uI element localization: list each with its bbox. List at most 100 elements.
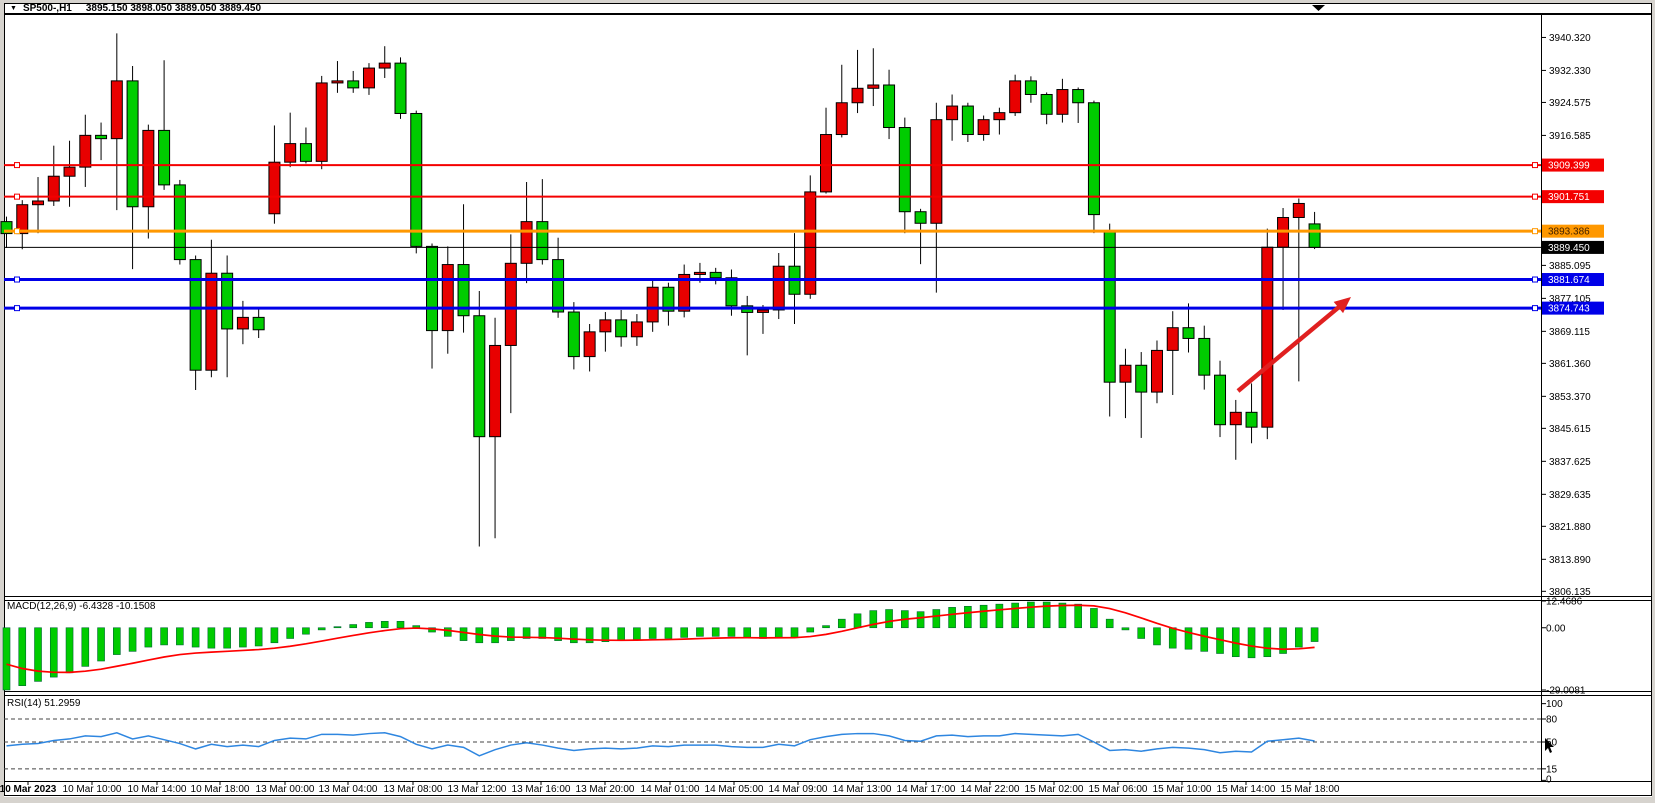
- svg-text:14 Mar 05:00: 14 Mar 05:00: [705, 784, 764, 795]
- candle: [221, 255, 234, 378]
- candle: [646, 280, 659, 332]
- svg-text:0: 0: [1546, 775, 1552, 786]
- main-price-pane[interactable]: [4, 14, 1651, 596]
- candle: [1150, 340, 1163, 404]
- candle: [835, 64, 848, 138]
- svg-text:10 Mar 14:00: 10 Mar 14:00: [128, 784, 187, 795]
- svg-text:3877.105: 3877.105: [1549, 294, 1591, 305]
- rsi-pane[interactable]: [4, 695, 1651, 781]
- candle: [914, 208, 927, 265]
- candle: [930, 102, 943, 293]
- candle: [630, 314, 643, 346]
- candle: [362, 63, 375, 95]
- candle: [1182, 303, 1195, 353]
- price-axis-badges: 3909.399 3901.751 3893.386 3889.450 3881.674…: [1542, 158, 1604, 315]
- candle: [284, 112, 297, 168]
- svg-text:15 Mar 10:00: 15 Mar 10:00: [1153, 784, 1212, 795]
- svg-text:50: 50: [1546, 738, 1558, 749]
- svg-text:3874.743: 3874.743: [1548, 304, 1590, 315]
- candle: [977, 115, 990, 141]
- svg-text:3932.330: 3932.330: [1549, 66, 1591, 77]
- candle: [1040, 92, 1053, 125]
- svg-text:3845.615: 3845.615: [1549, 424, 1591, 435]
- candle: [315, 75, 328, 170]
- svg-text:13 Mar 08:00: 13 Mar 08:00: [384, 784, 443, 795]
- svg-text:3861.360: 3861.360: [1549, 359, 1591, 370]
- candle: [1214, 360, 1227, 438]
- candle: [1087, 100, 1100, 234]
- horizontal-line-objects: [4, 162, 1541, 312]
- candle: [189, 255, 202, 391]
- candle: [536, 179, 549, 265]
- window-frame-top: [0, 0, 1655, 3]
- candle: [1024, 76, 1037, 103]
- svg-text:3821.880: 3821.880: [1549, 522, 1591, 533]
- rsi-line: [6, 732, 1315, 757]
- candle: [16, 200, 29, 250]
- candle: [961, 102, 974, 142]
- arrow-annotation[interactable]: [1236, 297, 1351, 393]
- svg-text:15 Mar 06:00: 15 Mar 06:00: [1089, 784, 1148, 795]
- candle: [504, 234, 517, 414]
- candle: [883, 69, 896, 140]
- candle: [615, 309, 628, 347]
- candle: [1166, 311, 1179, 395]
- candle: [709, 267, 722, 285]
- svg-text:10 Mar 10:00: 10 Mar 10:00: [63, 784, 122, 795]
- candle: [583, 323, 596, 372]
- candle: [1198, 325, 1211, 390]
- candle: [441, 246, 454, 354]
- chart-window-titlebar: ▼ SP500-,H1 3895.150 3898.050 3889.050 3…: [4, 3, 1651, 14]
- candle: [110, 33, 123, 211]
- candle: [173, 179, 186, 265]
- svg-text:13 Mar 04:00: 13 Mar 04:00: [319, 784, 378, 795]
- svg-text:13 Mar 12:00: 13 Mar 12:00: [448, 784, 507, 795]
- candle: [1135, 352, 1148, 438]
- candle: [32, 177, 45, 234]
- candle: [378, 46, 391, 78]
- chart-shift-marker-icon[interactable]: [1312, 5, 1325, 11]
- candle: [867, 48, 880, 107]
- svg-text:15 Mar 18:00: 15 Mar 18:00: [1281, 784, 1340, 795]
- macd-signal-line: [6, 604, 1315, 674]
- candle: [158, 60, 171, 190]
- candle: [79, 114, 92, 187]
- svg-text:3813.890: 3813.890: [1549, 555, 1591, 566]
- candle: [473, 290, 486, 547]
- svg-text:3853.370: 3853.370: [1549, 392, 1591, 403]
- svg-text:10 Mar 2023: 10 Mar 2023: [0, 784, 57, 795]
- candle: [1292, 198, 1305, 382]
- macd-pane[interactable]: [4, 600, 1651, 691]
- line-handle: [1532, 193, 1538, 200]
- svg-text:14 Mar 09:00: 14 Mar 09:00: [769, 784, 828, 795]
- candle: [1009, 74, 1022, 116]
- macd-indicator: 12.4686 0.00 -29.0081: [2, 597, 1586, 697]
- svg-text:80: 80: [1546, 714, 1558, 725]
- candle: [599, 312, 612, 352]
- candle: [1072, 87, 1085, 123]
- svg-text:3829.635: 3829.635: [1549, 490, 1591, 501]
- line-handle: [14, 305, 20, 312]
- candle: [1119, 348, 1132, 419]
- svg-text:13 Mar 00:00: 13 Mar 00:00: [256, 784, 315, 795]
- candle: [347, 70, 360, 93]
- svg-text:3885.095: 3885.095: [1549, 261, 1591, 272]
- chart-title-symbol: SP500-,H1: [22, 2, 72, 14]
- svg-text:14 Mar 17:00: 14 Mar 17:00: [897, 784, 956, 795]
- line-handle: [14, 228, 20, 235]
- svg-text:-29.0081: -29.0081: [1546, 686, 1586, 697]
- svg-text:3909.399: 3909.399: [1548, 161, 1590, 172]
- candle: [95, 122, 108, 161]
- candle: [567, 302, 580, 370]
- rsi-pane-label: RSI(14) 51.2959: [7, 698, 81, 709]
- candle: [756, 305, 769, 334]
- svg-text:15: 15: [1546, 764, 1558, 775]
- chart-title-ohlc: 3895.150 3898.050 3889.050 3889.450: [85, 2, 262, 14]
- line-handle: [14, 276, 20, 283]
- symbol-dropdown-icon[interactable]: ▼: [10, 4, 17, 12]
- svg-text:13 Mar 20:00: 13 Mar 20:00: [576, 784, 635, 795]
- candle: [457, 204, 470, 333]
- macd-pane-label: MACD(12,26,9) -6.4328 -10.1508: [7, 601, 156, 612]
